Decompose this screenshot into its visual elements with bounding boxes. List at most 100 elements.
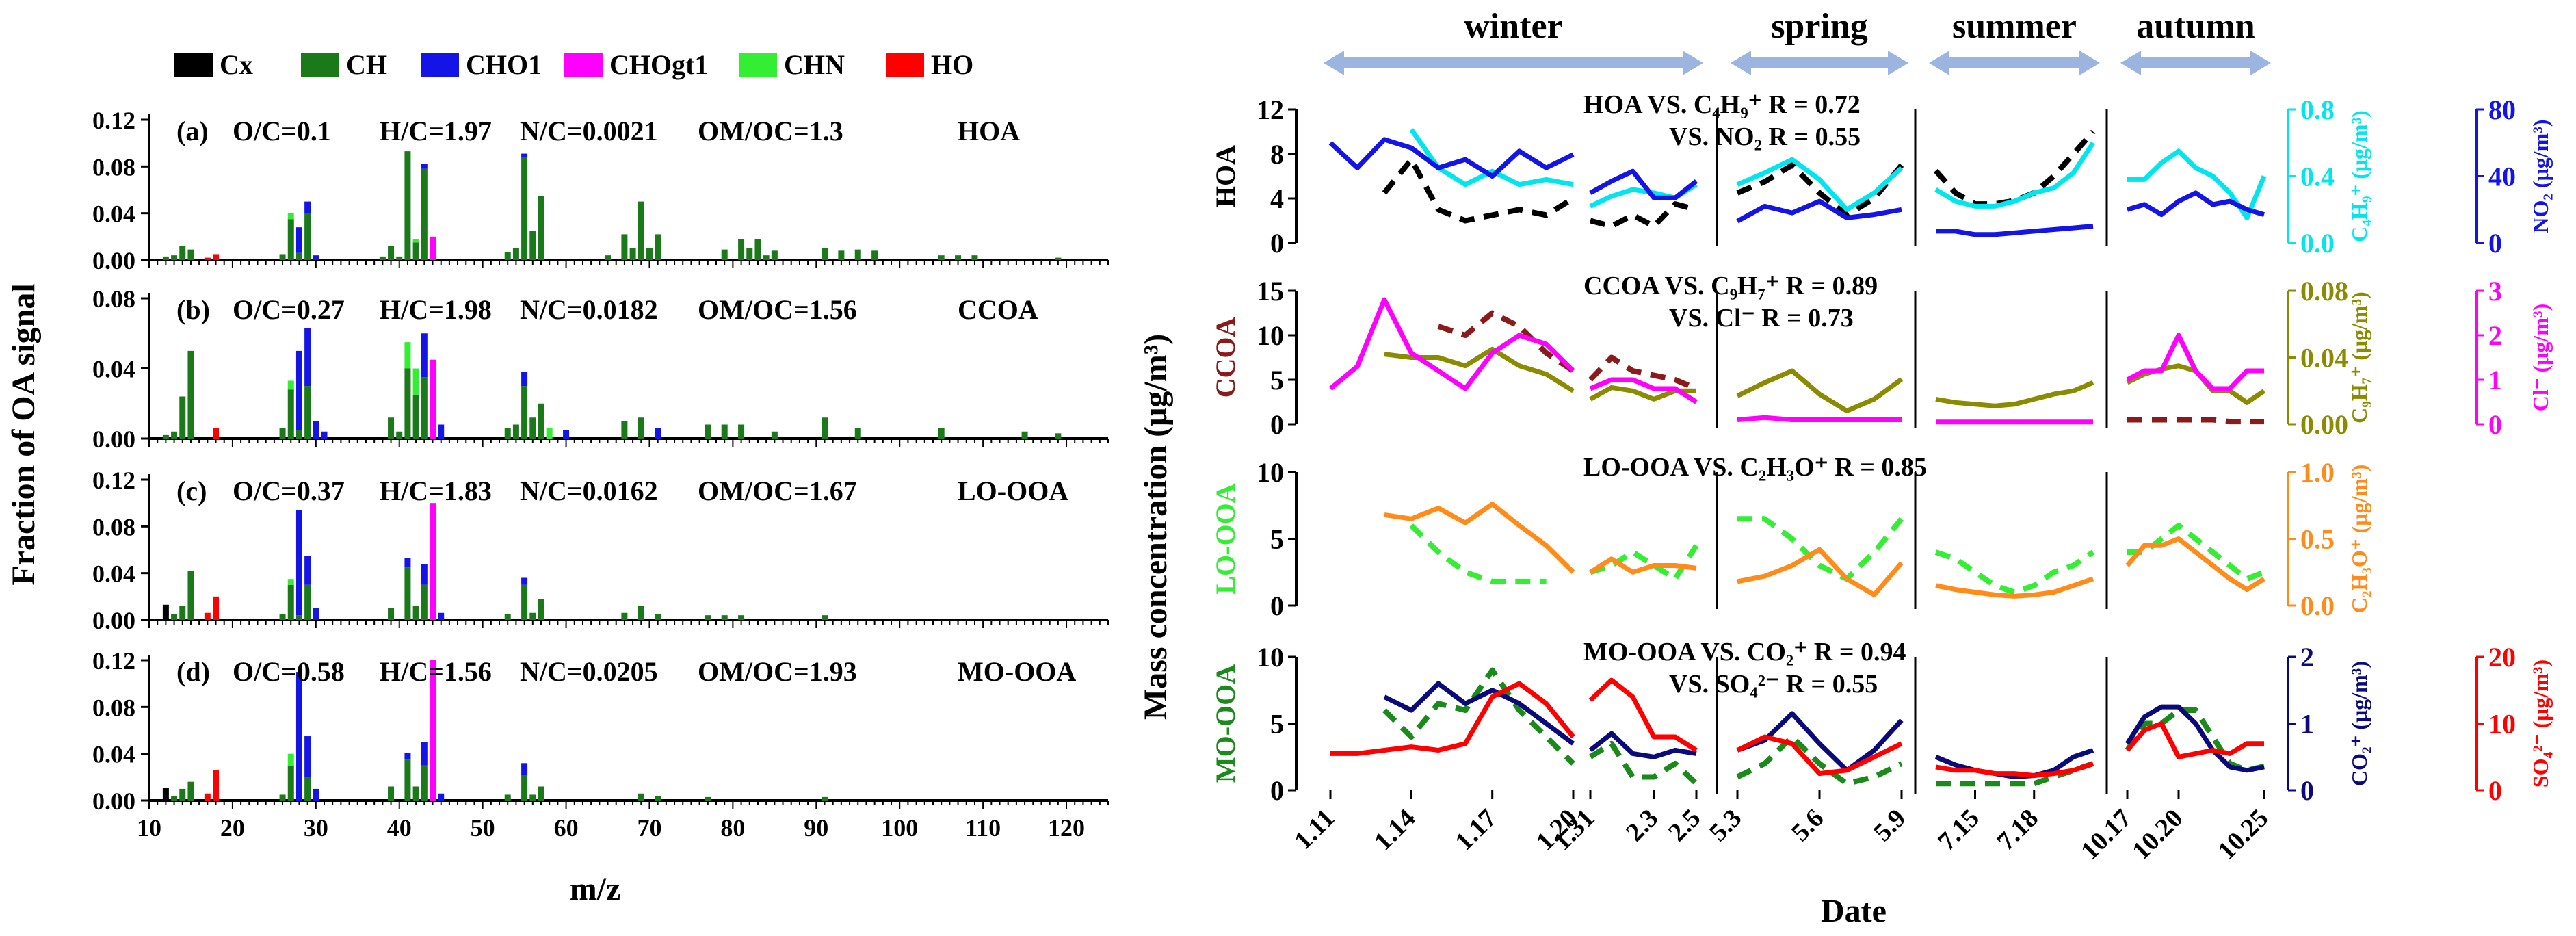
series-line-cl- (1737, 415, 1902, 422)
bar-mz29-cho1 (304, 556, 311, 585)
left-tick-label: 0 (1270, 228, 1284, 259)
bar-mz81-ch (738, 615, 745, 620)
right2-tick-label: 2 (2488, 320, 2502, 351)
oc-ratio: O/C=0.37 (233, 476, 345, 506)
bar-mz57-ch (538, 786, 544, 801)
panel-ylabel: LO-OOA (1210, 483, 1241, 594)
bar-mz57-ch (538, 403, 544, 439)
bar-mz12-cx (162, 604, 169, 620)
bar-mz45-cho1 (438, 612, 445, 620)
bar-mz27-chn (287, 380, 294, 390)
ms-xlabel: m/z (570, 871, 621, 907)
y-tick-label: 0.04 (92, 356, 135, 383)
bar-mz27-ch (287, 219, 294, 260)
bar-mz12-ch (162, 256, 169, 260)
y-tick-label: 0.04 (92, 741, 135, 768)
right1-tick-label: 0.5 (2300, 524, 2335, 555)
y-tick-label: 0.08 (92, 513, 135, 541)
correlation-annotation-1: LO-OOA VS. C₂H₃O⁺ R = 0.85 (1583, 453, 1927, 482)
series-line-so4-2- (1736, 734, 1903, 777)
ts-panel-hoa: 0 4 8 12 HOA 0.0 0.4 0.8 C₄H₉⁺ (μg/m³) 0 40 80 NO₂ (… (1210, 90, 2553, 259)
bar-mz29-cho1 (304, 328, 311, 387)
ts-panel-lo-ooa: 0 5 10 LO-OOA 0.0 0.5 1.0 C₂H₃O⁺ (μg/m³) LO-OOA … (1210, 453, 2371, 621)
bar-mz41-ch (404, 151, 411, 260)
bar-mz17-ho (204, 612, 211, 620)
bar-mz93-ch (838, 250, 845, 260)
ms-ylabel: Fraction of OA signal (5, 283, 42, 585)
bar-mz95-ch (854, 249, 861, 260)
series-line-ccoa (1588, 354, 1698, 391)
bar-mz43-cho1 (421, 742, 428, 766)
hc-ratio: H/C=1.83 (380, 476, 492, 506)
bar-mz77-ch (705, 615, 711, 620)
season-headers: winter spring summer autumn (1324, 7, 2271, 75)
season-arrowhead-right (2079, 51, 2100, 75)
bar-mz119-ch (1055, 433, 1062, 439)
bar-mz105-ch (938, 428, 945, 439)
bar-mz40-ch (396, 431, 403, 439)
bar-mz119-ch (1055, 257, 1062, 260)
series-line-hoa (1382, 157, 1575, 224)
bar-mz53-ch (504, 252, 511, 260)
legend-swatch-chn (739, 53, 777, 77)
series-line-no2 (1328, 137, 1575, 179)
omoc-ratio: OM/OC=1.56 (698, 294, 857, 325)
x-tick-label: 60 (554, 814, 579, 842)
bar-mz42-ch (412, 786, 419, 801)
bar-mz107-ch (955, 255, 962, 260)
bar-mz43-cho1 (421, 164, 428, 169)
bar-mz55-cho1 (521, 577, 528, 585)
series-line-lo-ooa (1589, 544, 1699, 582)
bar-mz28-ch (295, 615, 302, 620)
y-tick-label: 0.12 (92, 107, 135, 134)
series-line-so4-2- (1330, 681, 1575, 756)
bar-mz67-ch (621, 234, 628, 260)
season-arrowhead-left (2120, 51, 2141, 75)
bar-mz29-ch (304, 213, 311, 260)
ts-xlabel: Date (1821, 893, 1887, 929)
bar-mz43-ch (421, 168, 428, 260)
ts-ylabel: Mass concentration (μg/m³) (1138, 334, 1174, 720)
right2-axis-label: NO₂ (μg/m³) (2528, 119, 2553, 233)
bar-mz115-ch (1021, 431, 1028, 439)
series-line-c2h3o- (1384, 502, 1575, 574)
left-tick-label: 5 (1270, 524, 1284, 555)
bar-mz15-ch (187, 781, 194, 801)
season-arrowhead-left (1324, 51, 1344, 75)
right1-axis-label: C₉H₇⁺ (μg/m³) (2347, 291, 2371, 424)
bar-mz27-ch (287, 765, 294, 801)
bar-mz43-ch (421, 377, 428, 439)
bar-mz28-cho1 (295, 227, 302, 253)
season-spring: spring (1771, 7, 1868, 46)
bar-mz67-ch (621, 612, 628, 620)
bar-mz82-ch (746, 248, 753, 260)
right1-tick-label: 2 (2300, 642, 2314, 673)
bar-mz69-ch (638, 201, 644, 260)
bar-mz26-ch (279, 794, 286, 801)
bar-mz53-ch (504, 794, 511, 801)
bar-mz28-ch (295, 252, 302, 260)
oc-ratio: O/C=0.27 (233, 294, 345, 325)
nc-ratio: N/C=0.0162 (520, 476, 658, 506)
legend-swatch-cx (174, 53, 213, 77)
left-tick-label: 4 (1270, 183, 1284, 214)
legend-label-ho: HO (931, 49, 973, 80)
bar-mz14-ch (179, 396, 186, 439)
series-line-so4-2- (1935, 761, 2094, 778)
bar-mz28-cho1 (295, 672, 302, 801)
ts-x-tick-label: 5.3 (1704, 804, 1747, 847)
right1-axis-label: CO₂⁺ (μg/m³) (2347, 661, 2371, 786)
y-tick-label: 0.12 (92, 467, 135, 494)
right1-axis-label: C₂H₃O⁺ (μg/m³) (2347, 465, 2371, 614)
ms-panel-ccoa: 0.00 0.04 0.08 (b) O/C=0.27 H/C=1.98 N/C=0.018… (92, 285, 1109, 453)
bar-mz56-ch (529, 231, 536, 260)
bar-mz53-ch (504, 614, 511, 620)
bar-mz42-chn (412, 368, 419, 395)
bar-mz29-ch (304, 777, 311, 801)
series-line-co2- (1383, 681, 1575, 746)
ts-x-tick-label: 10.20 (2127, 804, 2188, 866)
ts-panel-mo-ooa: 0 5 10 MO-OOA 0 1 2 CO₂⁺ (μg/m³) 0 10 20 SO₄²⁻ (μg/… (1210, 638, 2553, 806)
bar-mz55-ch (521, 386, 528, 439)
